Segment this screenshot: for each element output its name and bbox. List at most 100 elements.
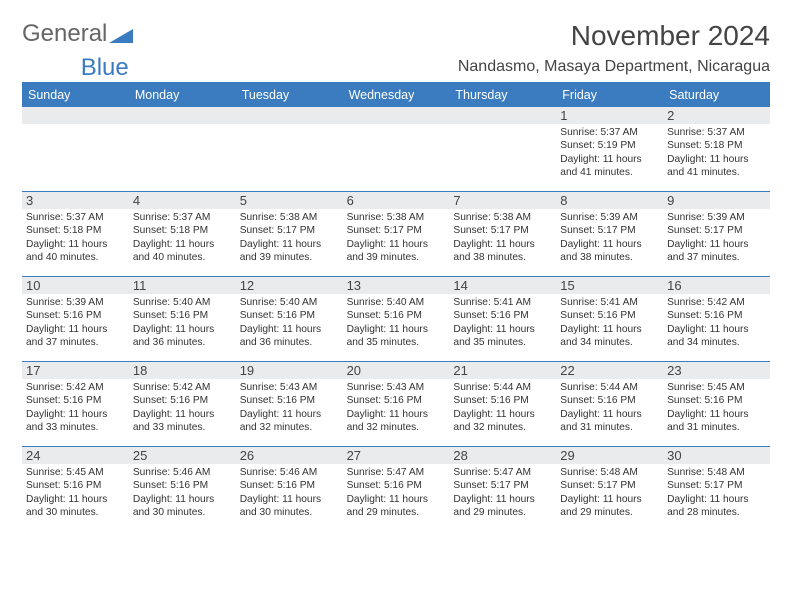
calendar: Sunday Monday Tuesday Wednesday Thursday… <box>22 82 770 531</box>
sunset-text: Sunset: 5:16 PM <box>560 394 659 407</box>
day-number: 9 <box>667 193 766 208</box>
weekday-thu: Thursday <box>449 84 556 106</box>
sunrise-text: Sunrise: 5:46 AM <box>240 466 339 479</box>
day-number-band: 3 <box>22 192 129 209</box>
day-cell: 12Sunrise: 5:40 AMSunset: 5:16 PMDayligh… <box>236 277 343 361</box>
day-number-band: 23 <box>663 362 770 379</box>
day-details: Sunrise: 5:47 AMSunset: 5:16 PMDaylight:… <box>347 466 446 520</box>
daylight-text: Daylight: 11 hours and 28 minutes. <box>667 493 766 520</box>
day-details: Sunrise: 5:40 AMSunset: 5:16 PMDaylight:… <box>347 296 446 350</box>
day-number-band: 4 <box>129 192 236 209</box>
daylight-text: Daylight: 11 hours and 39 minutes. <box>240 238 339 265</box>
sunrise-text: Sunrise: 5:37 AM <box>133 211 232 224</box>
day-cell: 21Sunrise: 5:44 AMSunset: 5:16 PMDayligh… <box>449 362 556 446</box>
day-number-band: 1 <box>556 107 663 124</box>
day-cell: 5Sunrise: 5:38 AMSunset: 5:17 PMDaylight… <box>236 192 343 276</box>
day-number-band <box>236 107 343 124</box>
day-details: Sunrise: 5:47 AMSunset: 5:17 PMDaylight:… <box>453 466 552 520</box>
day-details: Sunrise: 5:37 AMSunset: 5:19 PMDaylight:… <box>560 126 659 180</box>
day-cell: 17Sunrise: 5:42 AMSunset: 5:16 PMDayligh… <box>22 362 129 446</box>
day-number: 14 <box>453 278 552 293</box>
sunrise-text: Sunrise: 5:40 AM <box>240 296 339 309</box>
day-number: 30 <box>667 448 766 463</box>
day-number-band: 29 <box>556 447 663 464</box>
daylight-text: Daylight: 11 hours and 36 minutes. <box>133 323 232 350</box>
sunset-text: Sunset: 5:16 PM <box>347 394 446 407</box>
sunset-text: Sunset: 5:16 PM <box>667 309 766 322</box>
sunset-text: Sunset: 5:16 PM <box>133 309 232 322</box>
sunrise-text: Sunrise: 5:38 AM <box>347 211 446 224</box>
day-cell: 4Sunrise: 5:37 AMSunset: 5:18 PMDaylight… <box>129 192 236 276</box>
header-row: General November 2024 <box>22 20 770 52</box>
day-cell: 26Sunrise: 5:46 AMSunset: 5:16 PMDayligh… <box>236 447 343 531</box>
daylight-text: Daylight: 11 hours and 32 minutes. <box>453 408 552 435</box>
sunset-text: Sunset: 5:16 PM <box>133 394 232 407</box>
day-number: 28 <box>453 448 552 463</box>
day-number: 12 <box>240 278 339 293</box>
day-cell: 3Sunrise: 5:37 AMSunset: 5:18 PMDaylight… <box>22 192 129 276</box>
day-details: Sunrise: 5:38 AMSunset: 5:17 PMDaylight:… <box>347 211 446 265</box>
day-number-band <box>22 107 129 124</box>
daylight-text: Daylight: 11 hours and 35 minutes. <box>453 323 552 350</box>
day-cell: 2 Sunrise: 5:37 AMSunset: 5:18 PMDaylight… <box>663 107 770 191</box>
sunrise-text: Sunrise: 5:39 AM <box>560 211 659 224</box>
day-number-band: 25 <box>129 447 236 464</box>
day-number-band: 15 <box>556 277 663 294</box>
weekday-tue: Tuesday <box>236 84 343 106</box>
day-number-band: 20 <box>343 362 450 379</box>
weekday-mon: Monday <box>129 84 236 106</box>
day-number-band: 11 <box>129 277 236 294</box>
logo-line2: GeneBlue <box>22 54 129 82</box>
day-cell: 19Sunrise: 5:43 AMSunset: 5:16 PMDayligh… <box>236 362 343 446</box>
day-number-band <box>129 107 236 124</box>
title-block: November 2024 <box>571 20 770 52</box>
month-title: November 2024 <box>571 20 770 52</box>
logo: General <box>22 20 133 48</box>
sunrise-text: Sunrise: 5:48 AM <box>667 466 766 479</box>
day-number-band: 5 <box>236 192 343 209</box>
sunrise-text: Sunrise: 5:40 AM <box>133 296 232 309</box>
day-details: Sunrise: 5:37 AMSunset: 5:18 PMDaylight:… <box>667 126 766 180</box>
week-row: 17Sunrise: 5:42 AMSunset: 5:16 PMDayligh… <box>22 361 770 446</box>
weekday-wed: Wednesday <box>343 84 450 106</box>
day-number: 22 <box>560 363 659 378</box>
sunrise-text: Sunrise: 5:37 AM <box>26 211 125 224</box>
day-number-band: 16 <box>663 277 770 294</box>
day-number: 2 <box>667 108 766 123</box>
day-cell: 8Sunrise: 5:39 AMSunset: 5:17 PMDaylight… <box>556 192 663 276</box>
daylight-text: Daylight: 11 hours and 31 minutes. <box>560 408 659 435</box>
daylight-text: Daylight: 11 hours and 33 minutes. <box>26 408 125 435</box>
daylight-text: Daylight: 11 hours and 34 minutes. <box>560 323 659 350</box>
day-cell: 18 Sunrise: 5:42 AMSunset: 5:16 PMDayligh… <box>129 362 236 446</box>
day-number: 5 <box>240 193 339 208</box>
sunrise-text: Sunrise: 5:47 AM <box>453 466 552 479</box>
sunset-text: Sunset: 5:17 PM <box>453 479 552 492</box>
day-cell: 28 Sunrise: 5:47 AMSunset: 5:17 PMDayligh… <box>449 447 556 531</box>
day-cell: 20Sunrise: 5:43 AMSunset: 5:16 PMDayligh… <box>343 362 450 446</box>
day-details: Sunrise: 5:39 AMSunset: 5:17 PMDaylight:… <box>667 211 766 265</box>
day-number-band: 9 <box>663 192 770 209</box>
day-number-band: 19 <box>236 362 343 379</box>
day-cell: 24 Sunrise: 5:45 AMSunset: 5:16 PMDayligh… <box>22 447 129 531</box>
day-cell: 11 Sunrise: 5:40 AMSunset: 5:16 PMDayligh… <box>129 277 236 361</box>
sunrise-text: Sunrise: 5:38 AM <box>240 211 339 224</box>
day-cell: 6Sunrise: 5:38 AMSunset: 5:17 PMDaylight… <box>343 192 450 276</box>
logo-text-2: Blue <box>81 54 129 82</box>
day-number: 25 <box>133 448 232 463</box>
sunset-text: Sunset: 5:17 PM <box>347 224 446 237</box>
day-details: Sunrise: 5:45 AMSunset: 5:16 PMDaylight:… <box>26 466 125 520</box>
sunrise-text: Sunrise: 5:45 AM <box>26 466 125 479</box>
sunrise-text: Sunrise: 5:44 AM <box>453 381 552 394</box>
day-number-band: 24 <box>22 447 129 464</box>
page: General November 2024 GeneBlue Nandasmo,… <box>0 0 792 541</box>
daylight-text: Daylight: 11 hours and 35 minutes. <box>347 323 446 350</box>
daylight-text: Daylight: 11 hours and 37 minutes. <box>667 238 766 265</box>
day-cell: 1 Sunrise: 5:37 AMSunset: 5:19 PMDaylight… <box>556 107 663 191</box>
sunrise-text: Sunrise: 5:43 AM <box>240 381 339 394</box>
day-number: 18 <box>133 363 232 378</box>
sunset-text: Sunset: 5:17 PM <box>667 479 766 492</box>
daylight-text: Daylight: 11 hours and 29 minutes. <box>453 493 552 520</box>
day-details: Sunrise: 5:42 AMSunset: 5:16 PMDaylight:… <box>133 381 232 435</box>
day-number: 8 <box>560 193 659 208</box>
week-row: 1 Sunrise: 5:37 AMSunset: 5:19 PMDaylight… <box>22 106 770 191</box>
